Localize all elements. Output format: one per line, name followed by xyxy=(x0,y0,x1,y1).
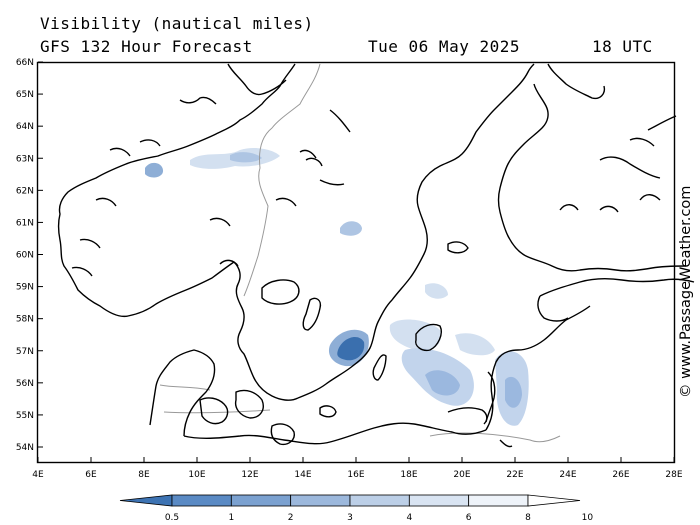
colorbar-label: 10 xyxy=(582,513,594,523)
lat-label: 57N xyxy=(16,347,34,357)
lon-label: 4E xyxy=(32,470,44,480)
colorbar-label: 2 xyxy=(288,513,294,523)
forecast-label: GFS 132 Hour Forecast xyxy=(40,37,253,56)
lat-label: 61N xyxy=(16,218,34,228)
map-frame xyxy=(36,61,676,464)
lon-label: 24E xyxy=(559,470,576,480)
lat-label: 55N xyxy=(16,411,34,421)
lat-label: 60N xyxy=(16,251,34,261)
latitude-axis: 54N 55N 56N 57N 58N 59N 60N 61N 62N 63N 64N 65N 66N xyxy=(16,58,43,453)
colorbar-label: 1 xyxy=(228,513,234,523)
lon-label: 28E xyxy=(665,470,682,480)
colorbar-segment xyxy=(408,494,470,507)
lat-label: 56N xyxy=(16,379,34,389)
lon-label: 26E xyxy=(612,470,629,480)
colorbar-segment xyxy=(468,494,529,507)
map-title: Visibility (nautical miles) xyxy=(40,14,314,33)
colorbar-label: 0.5 xyxy=(165,513,179,523)
colorbar-segment xyxy=(171,494,232,507)
colorbar-label: 8 xyxy=(525,513,531,523)
colorbar-segment xyxy=(527,494,581,507)
colorbar-segment xyxy=(349,494,410,507)
lat-label: 54N xyxy=(16,443,34,453)
lon-label: 18E xyxy=(400,470,417,480)
lat-label: 62N xyxy=(16,186,34,196)
lat-label: 63N xyxy=(16,154,34,164)
lat-label: 66N xyxy=(16,58,34,68)
colorbar-label: 6 xyxy=(466,513,472,523)
lon-label: 6E xyxy=(85,470,97,480)
lat-label: 64N xyxy=(16,122,34,132)
watermark-text: © www.PassageWeather.com xyxy=(678,186,694,398)
visibility-shading xyxy=(145,147,529,426)
lat-label: 59N xyxy=(16,283,34,293)
colorbar: 0.5 1 2 3 4 6 8 10 xyxy=(119,494,594,523)
lon-label: 20E xyxy=(453,470,470,480)
forecast-date: Tue 06 May 2025 xyxy=(368,37,520,56)
colorbar-segment xyxy=(230,494,292,507)
lon-label: 16E xyxy=(347,470,364,480)
lon-label: 14E xyxy=(294,470,311,480)
watermark: © www.PassageWeather.com xyxy=(678,186,694,398)
lat-label: 65N xyxy=(16,90,34,100)
coastlines xyxy=(57,63,695,448)
lon-label: 22E xyxy=(506,470,523,480)
lat-label: 58N xyxy=(16,315,34,325)
longitude-axis: 4E 6E 8E 10E 12E 14E 16E 18E 20E 22E 24E 26E 28E xyxy=(32,457,683,480)
lon-label: 10E xyxy=(188,470,205,480)
colorbar-label: 4 xyxy=(406,513,412,523)
forecast-time: 18 UTC xyxy=(592,37,653,56)
lon-label: 12E xyxy=(241,470,258,480)
colorbar-label: 3 xyxy=(347,513,353,523)
colorbar-segment xyxy=(290,494,351,507)
colorbar-segment xyxy=(119,494,173,507)
lon-label: 8E xyxy=(138,470,150,480)
